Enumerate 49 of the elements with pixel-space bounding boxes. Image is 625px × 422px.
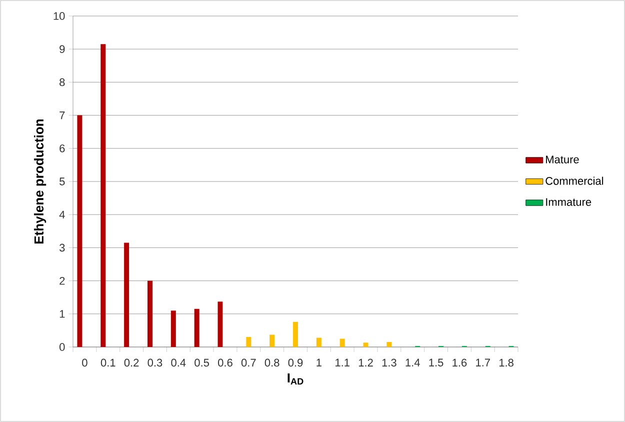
legend-label: Mature: [546, 156, 579, 164]
x-tick-label: 1.6: [452, 358, 467, 367]
y-tick-label: 1: [60, 310, 65, 318]
x-tick-label: 0.8: [264, 358, 280, 367]
y-tick-label: 7: [60, 112, 65, 120]
y-tick-label: 9: [60, 45, 65, 53]
x-tick-label: 1.2: [358, 358, 373, 366]
y-tick-label: 0: [60, 343, 65, 351]
x-tick-label: 0.6: [218, 358, 232, 367]
x-tick-label: 0.7: [241, 358, 256, 367]
bar: [293, 322, 298, 347]
x-tick-label: 0: [82, 358, 88, 367]
x-tick-label: 0.5: [194, 358, 209, 367]
bar: [246, 337, 252, 347]
y-tick-label: 6: [60, 144, 65, 152]
x-tick-label: 1.5: [429, 358, 444, 366]
y-tick-label: 10: [54, 12, 65, 20]
x-tick-label: 0.3: [148, 358, 162, 367]
bar: [316, 338, 322, 347]
legend-label: Immature: [546, 198, 592, 206]
x-tick-label: 1.7: [476, 358, 490, 366]
x-tick-label: 0.1: [100, 358, 116, 367]
y-axis-title: Ethylene production: [34, 119, 46, 244]
x-tick-label: 0.2: [124, 358, 139, 367]
x-tick-label: 1.3: [382, 358, 396, 367]
y-tick-label: 3: [60, 244, 65, 252]
legend-label: Commercial: [546, 176, 604, 185]
bar: [100, 44, 106, 347]
bar: [218, 302, 223, 347]
bar: [270, 334, 275, 347]
x-tick-label: 1.4: [406, 358, 420, 366]
x-tick-label: 1.1: [336, 358, 350, 366]
y-tick-label: 2: [60, 276, 65, 285]
y-tick-label: 4: [59, 210, 65, 218]
x-tick-label: 0.9: [288, 358, 303, 367]
bar: [77, 115, 82, 347]
y-tick-label: 5: [60, 178, 65, 186]
bar: [170, 310, 176, 347]
bar: [194, 308, 200, 347]
x-tick-label: 0.4: [171, 358, 186, 367]
y-tick-label: 8: [60, 78, 65, 86]
bar: [124, 242, 130, 347]
x-tick-label: 1.8: [499, 358, 514, 367]
bar: [363, 342, 368, 347]
text: I$_{AD}$: [288, 373, 304, 385]
bar: [386, 342, 392, 347]
bar: [340, 338, 345, 347]
x-tick-label: 1: [316, 358, 322, 366]
bar: [147, 280, 152, 347]
